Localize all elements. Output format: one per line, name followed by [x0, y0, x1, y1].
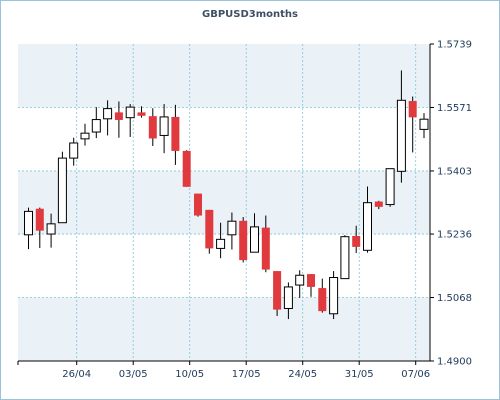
candle-body: [137, 112, 146, 116]
candle-body: [396, 99, 406, 172]
candle-body: [159, 116, 169, 136]
candle-body: [419, 118, 429, 130]
candle-body: [69, 142, 79, 159]
y-tick-label: 1.5739: [437, 40, 472, 51]
y-tick-label: 1.4900: [437, 357, 472, 368]
candle-up: [363, 186, 372, 253]
candle-body: [340, 236, 350, 280]
candle-up: [295, 270, 305, 298]
candle-up: [46, 213, 56, 248]
candle-up: [69, 137, 79, 166]
candle-body: [227, 220, 237, 236]
candle-up: [57, 151, 67, 224]
candle-body: [125, 106, 135, 119]
candle-body: [57, 157, 67, 224]
candle-up: [396, 70, 406, 183]
candle-up: [283, 282, 293, 320]
candle-body: [182, 150, 191, 187]
plot-band: [18, 170, 430, 235]
x-tick-label: 17/05: [232, 369, 261, 380]
candle-down: [318, 278, 327, 313]
candle-body: [318, 288, 327, 312]
candle-down: [35, 207, 44, 249]
candle-body: [171, 116, 180, 151]
x-tick-label: 24/05: [288, 369, 317, 380]
candle-down: [239, 217, 248, 263]
x-tick-label: 31/05: [345, 369, 374, 380]
candle-body: [273, 271, 282, 310]
candle-body: [283, 286, 293, 309]
candle-down: [194, 193, 202, 217]
candle-body: [295, 274, 305, 286]
y-tick-label: 1.5571: [437, 103, 472, 114]
candle-body: [239, 220, 248, 261]
x-tick-label: 03/05: [119, 369, 148, 380]
candle-up: [80, 123, 90, 146]
candle-up: [385, 168, 395, 207]
candle-down: [137, 106, 146, 118]
candle-body: [307, 274, 315, 287]
candle-body: [24, 210, 33, 236]
candle-body: [46, 223, 56, 235]
candle-down: [114, 101, 123, 138]
candle-down: [408, 96, 417, 153]
candle-body: [103, 108, 113, 120]
candle-down: [374, 200, 383, 210]
candle-body: [91, 119, 101, 133]
candle-up: [329, 271, 339, 320]
y-tick-label: 1.5236: [437, 230, 472, 241]
x-tick-label: 07/06: [401, 369, 430, 380]
candle-body: [205, 209, 214, 249]
x-tick-label: 26/04: [62, 369, 91, 380]
candle-up: [159, 104, 169, 154]
candle-body: [352, 235, 361, 247]
candle-down: [261, 215, 270, 273]
chart-title: GBPUSD3months: [201, 9, 298, 20]
candle-body: [114, 112, 123, 120]
plot-band: [18, 44, 430, 108]
candle-up: [91, 107, 101, 139]
candle-body: [385, 168, 395, 206]
candle-body: [261, 227, 270, 270]
candle-body: [250, 226, 259, 253]
candle-down: [273, 271, 282, 317]
candle-down: [171, 104, 180, 165]
candle-up: [419, 113, 429, 139]
y-tick-label: 1.5403: [437, 166, 472, 177]
x-tick-label: 10/05: [175, 369, 204, 380]
plot-band: [18, 297, 430, 361]
candle-up: [216, 222, 226, 259]
candle-up: [103, 100, 113, 136]
candle-body: [35, 208, 44, 231]
candle-up: [24, 207, 33, 250]
candle-up: [227, 212, 237, 250]
candle-body: [216, 238, 226, 249]
candle-down: [182, 150, 191, 187]
y-tick-label: 1.5068: [437, 293, 472, 304]
candle-body: [194, 193, 202, 216]
candle-body: [329, 276, 339, 315]
candle-down: [205, 209, 214, 254]
candle-up: [250, 213, 259, 253]
candle-body: [374, 201, 383, 207]
candle-up: [125, 104, 135, 137]
candle-down: [352, 225, 361, 253]
candle-body: [80, 132, 90, 140]
candle-body: [363, 202, 372, 251]
candle-body: [148, 116, 157, 139]
candle-body: [408, 101, 417, 118]
candle-down: [148, 108, 157, 147]
candle-down: [307, 274, 315, 297]
candle-up: [340, 235, 350, 280]
